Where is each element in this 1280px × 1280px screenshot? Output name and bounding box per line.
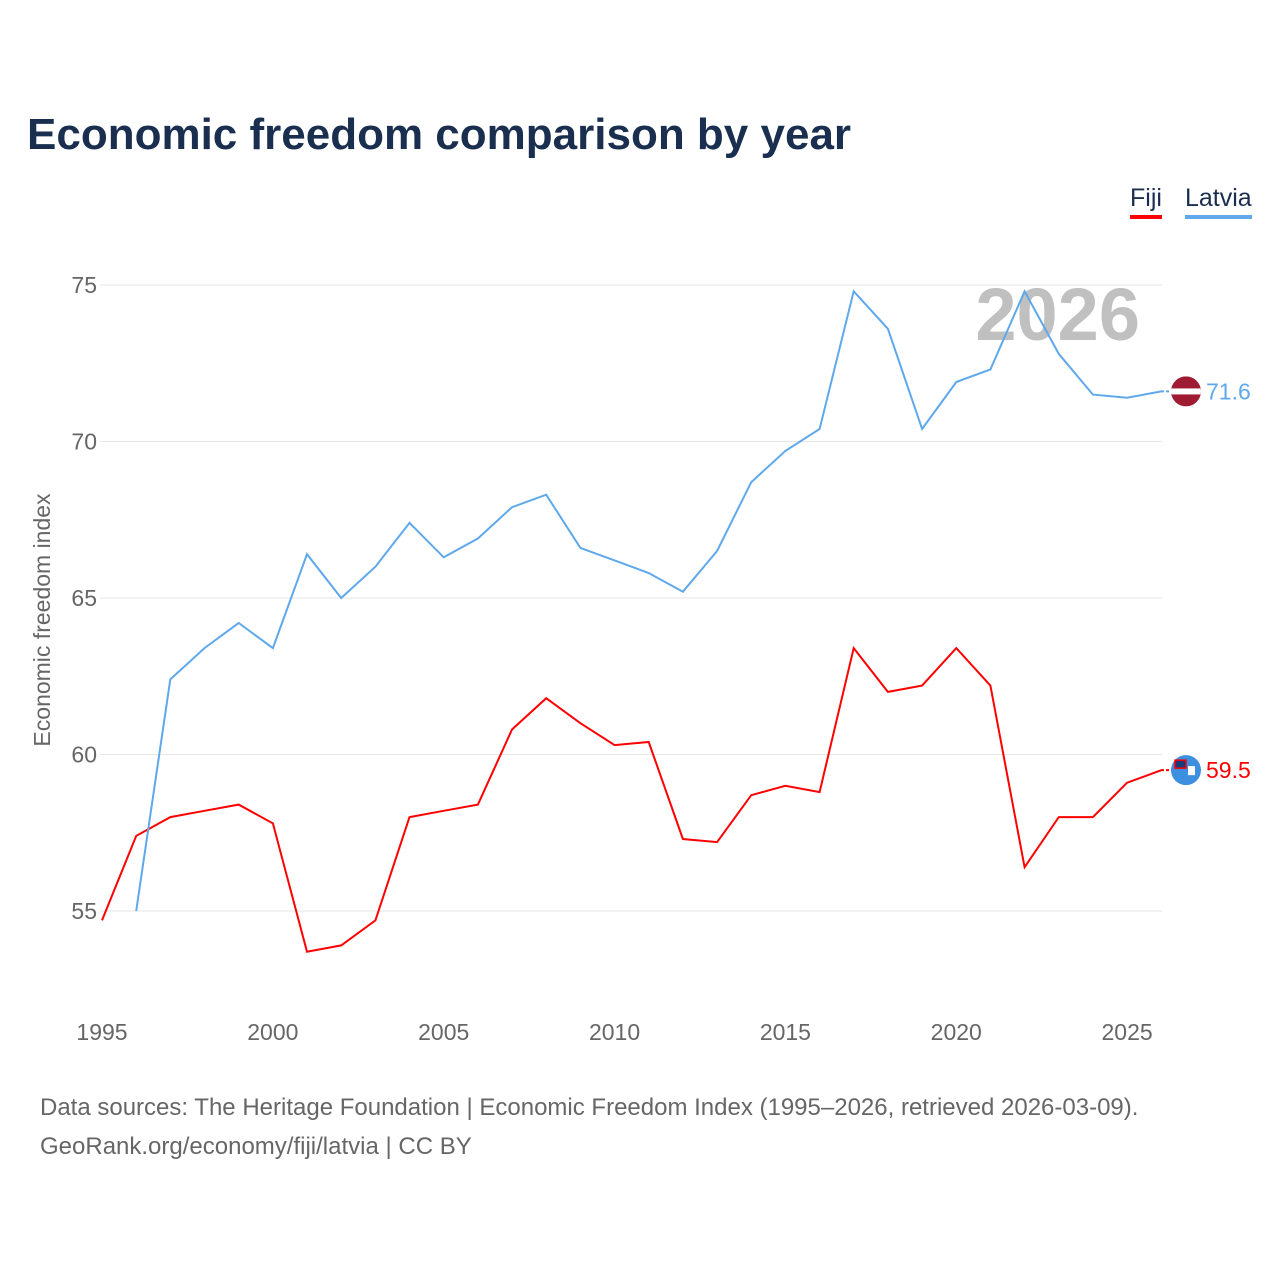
source-line-1: Data sources: The Heritage Foundation | … [40,1094,1139,1121]
series-line-fiji [101,645,1162,953]
source-note: Data sources: The Heritage Foundation | … [40,1088,1138,1166]
chart-title: Economic freedom comparison by year [27,110,852,159]
x-tick-label: 2005 [418,1019,469,1045]
series-line-latvia [135,289,1162,912]
x-tick-label: 2000 [247,1019,298,1045]
x-tick-label: 2025 [1102,1019,1153,1045]
latvia-flag-icon [1171,376,1201,407]
x-tick-label: 2010 [589,1019,640,1045]
year-watermark: 2026 [975,273,1140,356]
legend-latvia[interactable]: Latvia [1185,184,1252,219]
y-tick-label: 55 [71,898,97,924]
y-tick-label: 65 [71,585,97,611]
end-value-label: 71.6 [1206,378,1251,404]
end-value-label: 59.5 [1206,757,1251,783]
x-tick-label: 1995 [76,1019,127,1045]
x-tick-label: 2015 [760,1019,811,1045]
y-tick-label: 70 [71,429,97,455]
source-line-2[interactable]: GeoRank.org/economy/fiji/latvia | CC BY [40,1133,472,1160]
legend-fiji[interactable]: Fiji [1130,184,1162,219]
x-tick-label: 2020 [931,1019,982,1045]
y-tick-label: 60 [71,742,97,768]
y-axis-label: Economic freedom index [29,493,55,747]
y-tick-label: 75 [71,272,97,298]
fiji-flag-icon [1171,755,1201,786]
